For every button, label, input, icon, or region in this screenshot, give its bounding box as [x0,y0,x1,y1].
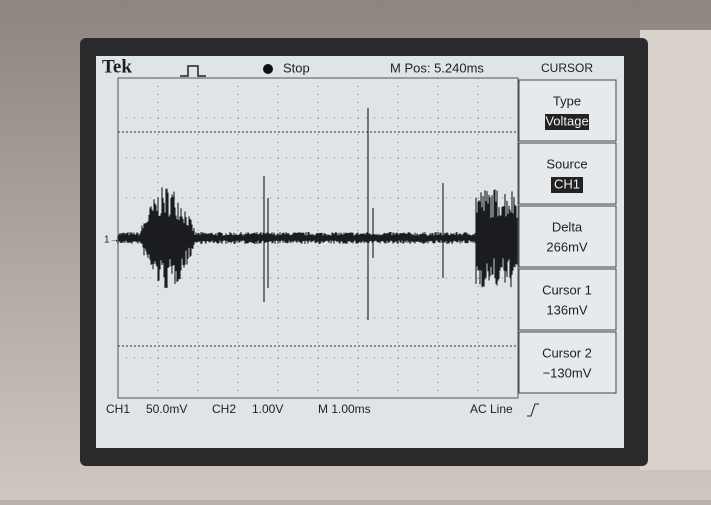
menu-value: 266mV [546,239,588,254]
side-menu: Type Voltage Source CH1 Delta 266mV Cursor 1 13… [519,80,616,393]
menu-value: CH1 [554,176,580,191]
side-buttons-panel [640,30,711,470]
menu-value: Voltage [545,113,588,128]
menu-label: Source [546,156,587,171]
menu-box [519,332,616,393]
menu-box [519,269,616,330]
ch2-scale: 1.00V [252,402,283,416]
page: 1→ Tek Stop M Pos: 5.240ms CURSOR Type Vo… [0,0,711,500]
ch1-scale: 50.0mV [146,402,187,416]
stop-dot [263,64,273,74]
menu-label: Delta [552,219,583,234]
scope-photo: 1→ Tek Stop M Pos: 5.240ms CURSOR Type Vo… [0,0,711,500]
channel-marker: 1→ [104,235,120,246]
position: M Pos: 5.240ms [390,60,484,75]
timebase: M 1.00ms [318,402,371,416]
menu-label: Cursor 1 [542,282,592,297]
menu-box [519,206,616,267]
acquisition-state: Stop [283,60,310,75]
menu-title: CURSOR [541,61,593,75]
menu-label: Type [553,93,581,108]
menu-box [519,143,616,204]
menu-label: Cursor 2 [542,345,592,360]
menu-value: 136mV [546,302,588,317]
brand: Tek [102,56,132,77]
trigger-source: AC Line [470,402,513,416]
menu-value: −130mV [543,365,592,380]
ch2-label: CH2 [212,402,236,416]
ch1-label: CH1 [106,402,130,416]
menu-box [519,80,616,141]
